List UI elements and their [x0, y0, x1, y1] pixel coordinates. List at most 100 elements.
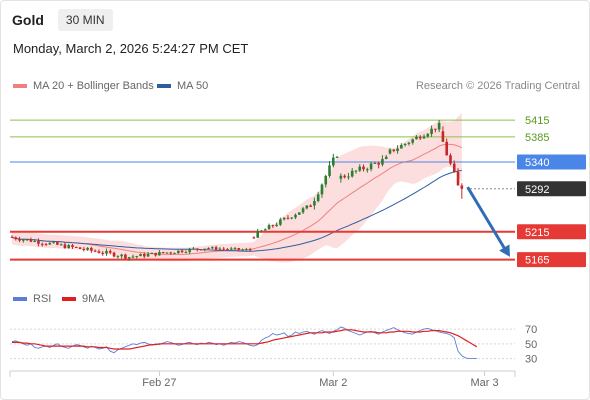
- candle-body: [437, 122, 441, 130]
- level-tag-bg-5292: [517, 181, 586, 197]
- candle-body: [245, 249, 248, 251]
- candle-body: [146, 254, 150, 257]
- candle-body: [366, 169, 369, 171]
- ma50-label: MA 50: [177, 80, 209, 92]
- candle-body: [48, 242, 52, 245]
- candle-body: [214, 247, 218, 250]
- candle-body: [127, 257, 131, 259]
- candle-body: [195, 248, 199, 250]
- candle-body: [275, 224, 278, 226]
- candle-body: [294, 214, 297, 218]
- rsi-series-9ma: [12, 329, 478, 350]
- legend-ma20: MA 20 + Bollinger Bands: [13, 80, 154, 92]
- candle-body: [112, 252, 116, 257]
- candle-body: [441, 131, 445, 142]
- candle-body: [350, 170, 354, 177]
- candle-body: [188, 248, 191, 253]
- candle-body: [86, 247, 89, 250]
- candle-body: [207, 247, 210, 249]
- candle-body: [82, 248, 86, 250]
- rsi-label: RSI: [33, 293, 52, 305]
- candle-body: [339, 175, 343, 179]
- candle-body: [267, 225, 271, 230]
- candle-body: [154, 252, 157, 256]
- candle-body: [67, 245, 70, 249]
- candle-body: [400, 144, 403, 149]
- candle-body: [384, 156, 388, 159]
- timeframe-badge[interactable]: 30 MIN: [57, 9, 113, 31]
- header: Gold 30 MIN: [12, 9, 113, 31]
- level-label-5385: 5385: [525, 132, 549, 144]
- candle-body: [229, 248, 233, 250]
- ma50-swatch: [157, 84, 171, 88]
- candle-body: [237, 248, 241, 250]
- x-tick-label: Mar 3: [470, 377, 498, 389]
- candle-body: [335, 156, 339, 158]
- candle-body: [282, 217, 286, 220]
- candle-body: [173, 252, 176, 254]
- 9ma-label: 9MA: [82, 293, 105, 305]
- candle-body: [33, 240, 36, 242]
- ma20-label: MA 20 + Bollinger Bands: [33, 80, 154, 92]
- candle-body: [226, 248, 229, 250]
- candle-body: [252, 237, 256, 239]
- candle-body: [392, 149, 396, 152]
- candle-body: [74, 247, 78, 249]
- level-tag-5292: 5292: [525, 184, 549, 196]
- rsi-swatch: [13, 297, 27, 301]
- candle-body: [422, 136, 426, 139]
- candle-body: [29, 239, 33, 242]
- candle-body: [248, 249, 252, 251]
- rsi-tick-70: 70: [525, 324, 537, 336]
- candle-body: [241, 249, 244, 251]
- candle-body: [105, 251, 108, 254]
- candle-body: [143, 253, 146, 257]
- candle-body: [426, 133, 430, 137]
- candle-body: [44, 244, 48, 246]
- legend-ma50: MA 50: [157, 80, 208, 92]
- rsi-tick-30: 30: [525, 354, 537, 366]
- candle-body: [290, 217, 294, 219]
- candle-body: [192, 248, 195, 250]
- candle-body: [233, 248, 237, 250]
- candle-body: [71, 245, 74, 248]
- candle-body: [301, 208, 305, 213]
- candle-body: [313, 201, 316, 206]
- candle-body: [418, 136, 422, 139]
- candle-body: [373, 162, 377, 164]
- candle-body: [297, 212, 301, 215]
- candle-body: [456, 171, 460, 186]
- level-tag-5340: 5340: [525, 157, 549, 169]
- candle-body: [407, 142, 411, 144]
- candle-body: [343, 175, 346, 178]
- candle-body: [184, 252, 188, 254]
- candle-body: [161, 252, 165, 254]
- candle-body: [177, 250, 180, 253]
- candle-body: [222, 248, 225, 250]
- candle-body: [316, 194, 320, 202]
- candle-body: [211, 247, 214, 249]
- candle-body: [131, 256, 135, 258]
- candle-body: [320, 184, 324, 195]
- candle-body: [434, 128, 437, 130]
- candle-body: [101, 253, 105, 255]
- candle-body: [381, 158, 384, 165]
- candle-body: [362, 166, 365, 170]
- candle-body: [354, 170, 358, 172]
- x-tick-label: Feb 27: [142, 377, 176, 389]
- candle-body: [14, 237, 18, 240]
- candle-body: [135, 256, 139, 258]
- candle-body: [377, 162, 380, 165]
- candle-body: [430, 128, 433, 134]
- candle-body: [271, 225, 275, 227]
- candle-body: [78, 247, 82, 249]
- x-tick-label: Mar 2: [319, 377, 347, 389]
- candle-body: [199, 249, 203, 251]
- candle-body: [328, 165, 331, 176]
- rsi-tick-50: 50: [525, 339, 537, 351]
- candle-body: [388, 149, 392, 154]
- forecast-arrow-shaft: [466, 186, 508, 252]
- candle-body: [260, 230, 263, 232]
- candle-body: [449, 155, 452, 164]
